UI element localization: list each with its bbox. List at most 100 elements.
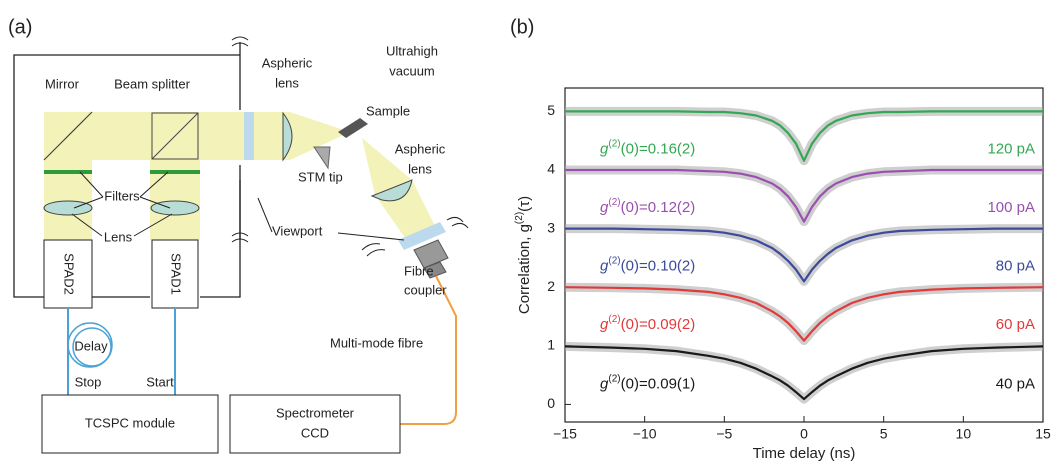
label: SPAD1: [169, 253, 184, 295]
beam: [150, 112, 200, 240]
text-part: (2): [608, 197, 620, 208]
y-tick-label: 4: [547, 161, 555, 177]
beam: [290, 112, 350, 160]
fibre-coupler: [413, 239, 449, 269]
label: Stop: [75, 374, 102, 389]
aspheric-lens: [370, 179, 413, 202]
spad: [43, 239, 93, 309]
text-part: (0)=0.12(2): [621, 199, 696, 216]
text-part: g: [600, 258, 609, 275]
label: Mirror: [45, 76, 80, 91]
y-tick-label: 2: [547, 278, 555, 294]
text-part: (τ): [516, 196, 533, 212]
annotation: g(2)(0)=0.09(1): [600, 373, 695, 392]
panel-label: (a): [8, 16, 32, 38]
beam-splitter: [151, 112, 199, 160]
y-tick-label: 0: [547, 395, 555, 411]
window: [244, 112, 254, 160]
fit-line: [565, 227, 1043, 283]
wall-break: [231, 36, 249, 243]
lens: [43, 200, 93, 216]
delay-loop: [67, 322, 113, 368]
text-part: (0)=0.09(1): [621, 375, 696, 392]
fit-line: [565, 110, 1043, 162]
y-axis-title: Correlation, g(2)(τ): [514, 196, 533, 314]
series-label: 40 pA: [996, 375, 1035, 392]
label: STM tip: [298, 169, 343, 184]
text-part: g: [600, 375, 609, 392]
x-tick-label: −15: [553, 426, 577, 442]
aspheric-lens: [282, 111, 293, 162]
label: Multi-mode fibre: [330, 335, 423, 350]
text-part: (0)=0.16(2): [621, 140, 696, 157]
text-part: g: [600, 316, 609, 333]
label: vacuum: [389, 63, 435, 78]
x-tick-label: 5: [880, 426, 888, 442]
enclosure: [13, 54, 240, 298]
beam: [362, 138, 412, 195]
text-part: g: [600, 199, 609, 216]
spectrometer-box: [229, 394, 401, 454]
delay-loop: [72, 327, 112, 367]
text-part: (0)=0.10(2): [621, 258, 696, 275]
annotation: g(2)(0)=0.09(2): [600, 314, 695, 333]
y-tick-label: 5: [547, 102, 555, 118]
fibre-coupler: [423, 261, 447, 279]
series-label: 60 pA: [996, 316, 1035, 333]
label: Ultrahigh: [386, 43, 438, 58]
mirror: [43, 111, 93, 161]
text-part: (0)=0.09(2): [621, 316, 696, 333]
leader-line: [257, 197, 405, 241]
tcspc-box: [41, 394, 219, 454]
setup-diagram: Mirror Beam splitter Aspheric lens Ultra…: [13, 36, 469, 454]
x-tick-label: 10: [956, 426, 972, 442]
label: Sample: [366, 103, 410, 118]
series-label: 80 pA: [996, 258, 1035, 275]
y-tick-label: 3: [547, 219, 555, 235]
beam: [44, 112, 92, 240]
enclosure: [200, 180, 241, 298]
spad: [151, 239, 199, 309]
label: SPAD2: [62, 253, 77, 295]
text-part: (2): [608, 373, 620, 384]
beam-splitter: [151, 112, 199, 160]
series-label: 120 pA: [987, 140, 1035, 157]
lens: [150, 200, 200, 216]
label: Filters: [104, 188, 140, 203]
label: CCD: [301, 425, 329, 440]
label: Start: [146, 374, 174, 389]
label: Aspheric: [395, 141, 446, 156]
sample: [338, 118, 368, 138]
leader-line: [71, 171, 173, 237]
text-part: (2): [514, 212, 525, 224]
label: Lens: [104, 229, 133, 244]
panel-label: (b): [510, 16, 534, 38]
y-tick-label: 1: [547, 337, 555, 353]
text-part: (2): [608, 314, 620, 325]
annotation: g(2)(0)=0.12(2): [600, 197, 695, 216]
viewport: [398, 222, 446, 250]
chart: −15 −10 −5 0 5 10 15 0 1 2 3 4 5 Time delay (ns) Corre…: [514, 87, 1051, 462]
fibre: [400, 275, 457, 425]
label: coupler: [404, 282, 447, 297]
label: Fibre: [404, 263, 434, 278]
fit-line: [565, 168, 1043, 223]
label: lens: [275, 75, 299, 90]
annotation: g(2)(0)=0.10(2): [600, 255, 695, 274]
label: Delay: [74, 338, 108, 353]
label: Viewport: [272, 223, 323, 238]
x-tick-label: −5: [716, 426, 732, 442]
stm-tip: [313, 146, 331, 170]
plot-frame: [564, 87, 1044, 423]
label: Aspheric: [262, 55, 313, 70]
text-part: (2): [608, 255, 620, 266]
label: lens: [408, 161, 432, 176]
fit-line: [564, 286, 1044, 342]
text-part: (2): [608, 138, 620, 149]
x-tick-label: 0: [800, 426, 808, 442]
wall-break: [361, 216, 469, 257]
label: TCSPC module: [85, 415, 175, 430]
series-label: 100 pA: [987, 199, 1035, 216]
text-part: g: [600, 140, 609, 157]
